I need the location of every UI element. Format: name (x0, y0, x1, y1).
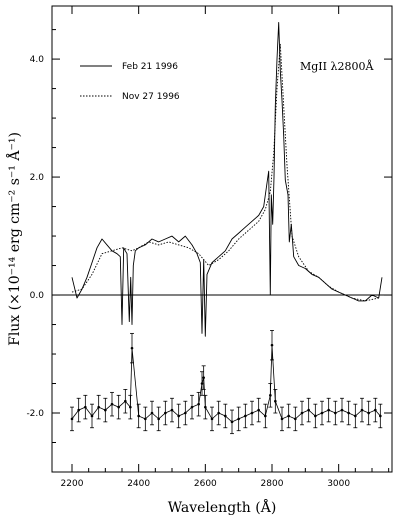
difference-point (374, 408, 377, 412)
y-axis-ticks: -2.0 0.0 2.0 4.0 (26, 29, 392, 444)
difference-point (230, 420, 234, 424)
difference-point (130, 346, 134, 350)
difference-point (307, 408, 310, 412)
legend-label-nov: Nov 27 1996 (122, 92, 180, 102)
difference-point (70, 417, 74, 421)
difference-point (129, 405, 132, 409)
y-tick-label: 0.0 (30, 291, 45, 301)
difference-point (150, 411, 154, 415)
legend-label-feb: Feb 21 1996 (122, 62, 178, 72)
difference-point (250, 411, 254, 415)
difference-point (274, 399, 277, 403)
difference-point (224, 414, 227, 418)
difference-point (354, 414, 357, 418)
x-tick-label: 2600 (194, 479, 217, 489)
difference-point (124, 399, 127, 403)
difference-point (177, 414, 180, 418)
x-axis-title: Wavelength (Å) (168, 498, 277, 516)
difference-point (340, 408, 344, 412)
legend: Feb 21 1996 Nov 27 1996 (80, 62, 180, 102)
difference-point (77, 408, 80, 412)
difference-point (269, 394, 272, 397)
difference-point (204, 405, 207, 409)
x-tick-label: 3000 (327, 479, 350, 489)
difference-point (347, 411, 350, 415)
difference-point (314, 414, 317, 418)
difference-point (367, 411, 370, 415)
x-tick-label: 2800 (261, 479, 284, 489)
difference-point (257, 408, 260, 412)
x-axis-ticks: 2200 2400 2600 2800 3000 (61, 6, 390, 489)
difference-point (264, 414, 267, 418)
y-tick-label: 4.0 (30, 55, 45, 65)
x-tick-label: 2400 (127, 479, 150, 489)
difference-point (327, 408, 330, 412)
difference-point (197, 402, 200, 406)
difference-point (157, 417, 160, 421)
difference-point (202, 376, 205, 379)
y-axis-title: Flux (×10⁻¹⁴ erg cm⁻² s⁻¹ Å⁻¹) (5, 132, 23, 346)
difference-point (320, 411, 324, 415)
difference-point (110, 402, 114, 406)
difference-point (200, 382, 204, 385)
difference-point (104, 408, 107, 412)
difference-point (270, 343, 274, 347)
difference-point (90, 414, 94, 418)
series-line-0 (71, 22, 383, 337)
line-annotation: MgII λ2800Å (300, 59, 374, 73)
y-tick-label: 2.0 (30, 173, 45, 183)
difference-point (184, 411, 187, 415)
y-tick-label: -2.0 (26, 409, 44, 419)
difference-point (300, 411, 304, 415)
difference-point (287, 414, 290, 418)
difference-point (84, 405, 87, 409)
difference-point (294, 417, 297, 421)
difference-point (334, 411, 337, 415)
difference-point (237, 417, 240, 421)
plot-frame (51, 5, 393, 473)
difference-point (97, 405, 100, 409)
difference-point (117, 405, 120, 409)
difference-point (170, 408, 174, 412)
difference-point (164, 411, 167, 415)
plot-layer (52, 22, 392, 435)
difference-point (244, 414, 247, 418)
difference-line (71, 345, 381, 423)
difference-point (379, 414, 382, 418)
difference-point (144, 417, 147, 421)
difference-point (190, 405, 194, 409)
difference-point (210, 417, 214, 421)
difference-point (280, 417, 284, 421)
x-tick-label: 2200 (61, 479, 84, 489)
difference-point (217, 411, 220, 415)
series-line-1 (71, 43, 379, 302)
difference-point (360, 408, 364, 412)
difference-point (137, 414, 140, 418)
